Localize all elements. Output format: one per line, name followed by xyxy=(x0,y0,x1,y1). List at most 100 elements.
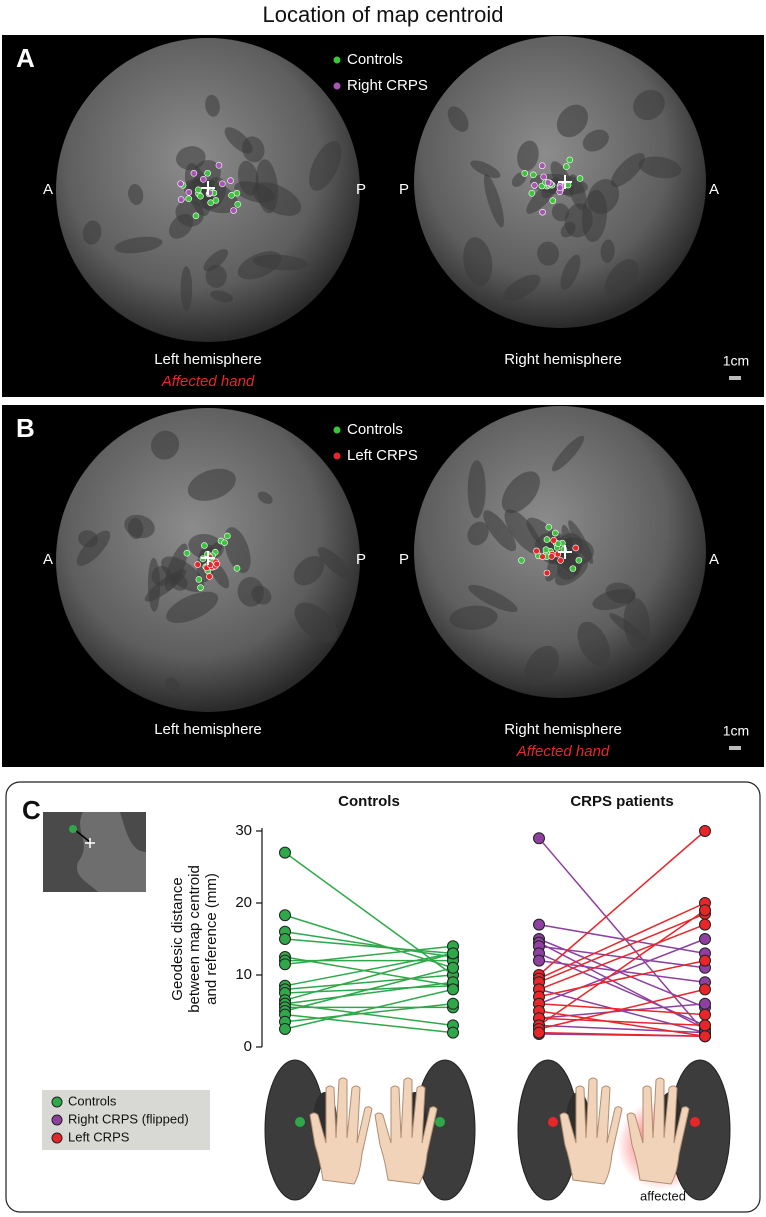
y-axis-label: Geodesic distance xyxy=(169,877,186,1000)
reference-cross xyxy=(558,545,572,559)
centroid-dot xyxy=(545,523,553,531)
point xyxy=(699,904,711,917)
legend-dot xyxy=(333,452,341,460)
orientation-label: A xyxy=(43,551,53,568)
hand xyxy=(309,1077,373,1185)
hemisphere-label: Left hemisphere xyxy=(154,351,262,368)
centroid-dot xyxy=(227,177,234,184)
centroid-dot xyxy=(543,569,551,577)
reference-cross xyxy=(558,175,572,189)
sulcus-pattern xyxy=(524,645,559,687)
y-axis-label: between map centroid xyxy=(186,865,203,1013)
hand xyxy=(626,1077,690,1185)
pair-line xyxy=(538,837,706,1034)
sulcus-pattern xyxy=(582,129,609,152)
centroid-dot xyxy=(521,170,529,177)
centroid-dot xyxy=(550,536,557,544)
panel-label: A xyxy=(16,43,35,73)
point xyxy=(279,846,291,859)
centroid-dot xyxy=(528,190,536,197)
centroid-dot xyxy=(212,197,220,204)
pair-line xyxy=(538,909,706,1027)
sulcus-pattern xyxy=(467,460,486,519)
centroid-dot xyxy=(576,175,584,182)
sulcus-pattern xyxy=(317,547,351,579)
centroid-dot xyxy=(549,197,557,204)
legend-label: Left CRPS xyxy=(68,1129,130,1144)
point xyxy=(533,954,545,967)
point xyxy=(699,918,711,931)
sulcus-pattern xyxy=(224,127,253,154)
pair-line xyxy=(538,913,706,983)
centroid-dot xyxy=(563,163,570,170)
affected-hand-label: Affected hand xyxy=(516,743,610,760)
y-axis-label: and reference (mm) xyxy=(203,873,220,1005)
hand-shape xyxy=(559,1077,623,1185)
pair-line xyxy=(284,952,454,1001)
sulcus-pattern xyxy=(467,521,489,546)
legend-dot xyxy=(333,82,341,90)
sulcus-pattern xyxy=(165,677,180,691)
sulcus-pattern xyxy=(483,510,517,552)
pair-line xyxy=(538,830,706,976)
point xyxy=(447,947,459,960)
pair-line xyxy=(538,902,706,980)
centroid-dot xyxy=(566,156,574,164)
centroid-dot xyxy=(221,539,228,546)
centroid-dot xyxy=(544,179,552,186)
centroid-dot xyxy=(190,170,198,177)
reference-cross xyxy=(201,181,215,195)
point xyxy=(447,961,459,974)
centroid-dot xyxy=(539,553,546,560)
point xyxy=(279,933,291,945)
pair-line xyxy=(538,959,706,998)
orientation-label: A xyxy=(43,181,53,198)
sulcus-pattern xyxy=(463,237,493,287)
sulcus-pattern xyxy=(252,182,302,216)
panel-label: C xyxy=(22,795,41,825)
centroid-dot xyxy=(177,196,185,203)
sulcus-pattern xyxy=(144,569,187,602)
hand xyxy=(374,1077,438,1185)
legend-label: Right CRPS (flipped) xyxy=(68,1111,189,1126)
sulcus-pattern xyxy=(166,591,219,624)
centroid-dot xyxy=(233,189,241,197)
centroid-dot xyxy=(531,182,538,189)
centroid-dot xyxy=(206,573,213,580)
centroid-dot xyxy=(533,547,540,555)
centroid-dot xyxy=(554,540,562,547)
inset-cross xyxy=(85,838,95,848)
pair-line xyxy=(538,923,706,955)
pair-line xyxy=(538,988,706,1030)
affected-hand-label: Affected hand xyxy=(161,373,255,390)
sulcus-pattern xyxy=(128,517,144,540)
pair-line xyxy=(284,974,454,991)
point xyxy=(699,825,711,837)
centroid-dot xyxy=(569,565,577,572)
centroid-dot xyxy=(200,175,207,183)
sulcus-pattern xyxy=(605,259,639,298)
legend-label: Controls xyxy=(347,421,403,438)
pair-line xyxy=(538,1010,706,1037)
brain-dot xyxy=(548,1117,558,1127)
pair-line xyxy=(284,931,454,958)
centroid-dot xyxy=(224,532,231,540)
y-tick-label: 10 xyxy=(235,966,252,983)
centroid-dot xyxy=(233,565,241,572)
legend-dot xyxy=(51,1114,63,1126)
orientation-label: P xyxy=(399,551,409,568)
panel xyxy=(56,36,706,342)
sulcus-pattern xyxy=(237,251,282,280)
sulcus-pattern xyxy=(504,509,542,555)
sulcus-pattern xyxy=(610,153,645,188)
centroid-dot xyxy=(542,546,550,554)
orientation-label: P xyxy=(356,551,366,568)
point xyxy=(279,1023,291,1035)
centroid-dot xyxy=(557,557,564,564)
centroid-dot xyxy=(183,549,191,557)
point xyxy=(279,958,291,971)
sulcus-pattern xyxy=(309,141,342,191)
centroid-dot xyxy=(234,201,242,208)
pair-line xyxy=(538,1031,706,1037)
